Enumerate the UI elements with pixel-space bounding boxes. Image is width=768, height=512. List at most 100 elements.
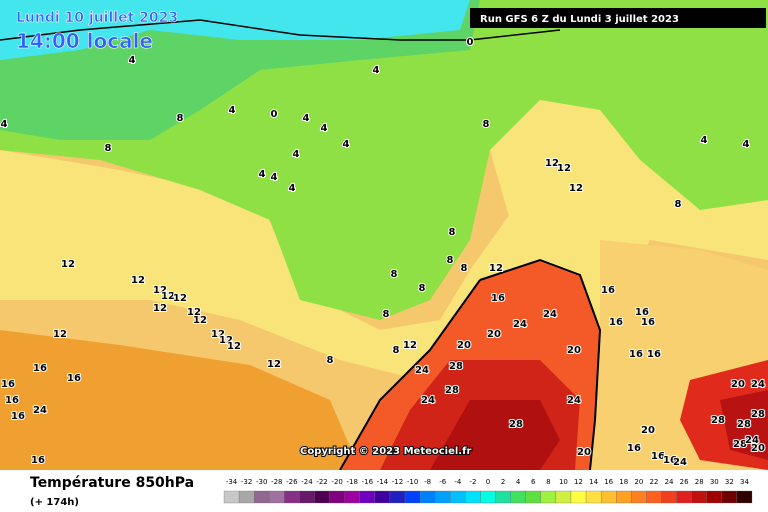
contour-label: 4 bbox=[259, 169, 266, 180]
run-label: Run GFS 6 Z du Lundi 3 juillet 2023 bbox=[480, 14, 679, 25]
contour-label: 24 bbox=[567, 395, 581, 406]
copyright: Copyright © 2023 Meteociel.fr bbox=[300, 446, 471, 457]
contour-label: 4 bbox=[129, 55, 136, 66]
legend-swatch bbox=[510, 490, 526, 504]
contour-label: 12 bbox=[153, 303, 167, 314]
contour-label: 0 bbox=[467, 37, 474, 48]
legend-label: 0 bbox=[486, 478, 490, 486]
legend-swatch bbox=[676, 490, 692, 504]
contour-label: 24 bbox=[543, 309, 557, 320]
contour-label: 12 bbox=[227, 341, 241, 352]
footer-title: Température 850hPa bbox=[30, 475, 194, 491]
contour-label: 4 bbox=[1, 119, 8, 130]
contour-label: 0 bbox=[271, 109, 278, 120]
contour-label: 20 bbox=[751, 443, 765, 454]
legend-swatch bbox=[616, 490, 632, 504]
contour-label: 20 bbox=[567, 345, 581, 356]
contour-label: 16 bbox=[609, 317, 623, 328]
legend-label: 18 bbox=[619, 478, 628, 486]
contour-label: 12 bbox=[161, 291, 175, 302]
contour-label: 12 bbox=[187, 307, 201, 318]
contour-label: 8 bbox=[419, 283, 426, 294]
contour-label: 4 bbox=[289, 183, 296, 194]
contour-label: 20 bbox=[577, 447, 591, 458]
legend-swatch bbox=[540, 490, 557, 504]
legend-label: 6 bbox=[531, 478, 536, 486]
contour-label: 20 bbox=[641, 425, 655, 436]
contour-label: 8 bbox=[449, 227, 456, 238]
contour-label: 8 bbox=[447, 255, 454, 266]
legend-swatch bbox=[555, 490, 572, 504]
contour-label: 8 bbox=[177, 113, 184, 124]
legend-swatch bbox=[495, 490, 511, 504]
contour-label: 4 bbox=[343, 139, 350, 150]
legend-swatch bbox=[721, 490, 738, 504]
legend-label: -14 bbox=[377, 478, 389, 486]
legend-label: 2 bbox=[501, 478, 505, 486]
legend-label: -2 bbox=[469, 478, 476, 486]
contour-label: 8 bbox=[461, 263, 468, 274]
legend-swatch bbox=[374, 490, 391, 504]
contour-label: 24 bbox=[415, 365, 429, 376]
contour-label: 12 bbox=[569, 183, 583, 194]
legend-label: -30 bbox=[256, 478, 267, 486]
contour-label: 12 bbox=[153, 285, 167, 296]
footer-lead: (+ 174h) bbox=[30, 497, 79, 508]
legend-swatch bbox=[238, 490, 255, 504]
legend-label: 28 bbox=[695, 478, 704, 486]
contour-label: 28 bbox=[711, 415, 725, 426]
legend-swatch bbox=[525, 490, 541, 504]
legend-label: -18 bbox=[347, 478, 358, 486]
contour-label: 24 bbox=[751, 379, 765, 390]
contour-label: 16 bbox=[663, 455, 677, 466]
contour-label: 4 bbox=[321, 123, 328, 134]
contour-label: 16 bbox=[629, 349, 643, 360]
contour-label: 8 bbox=[105, 143, 112, 154]
contour-label: 8 bbox=[383, 309, 390, 320]
contour-label: 4 bbox=[303, 113, 310, 124]
contour-label: 16 bbox=[651, 451, 665, 462]
contour-label: 12 bbox=[557, 163, 571, 174]
contour-label: 16 bbox=[491, 293, 505, 304]
legend-label: -34 bbox=[226, 478, 238, 486]
contour-label: 12 bbox=[211, 329, 225, 340]
contour-label: 8 bbox=[483, 119, 490, 130]
contour-label: 20 bbox=[731, 379, 745, 390]
contour-label: 16 bbox=[11, 411, 25, 422]
legend-label: 34 bbox=[740, 478, 749, 486]
legend-label: 10 bbox=[559, 478, 568, 486]
contour-label: 28 bbox=[737, 419, 751, 430]
legend-swatch bbox=[570, 490, 587, 504]
legend-swatch bbox=[646, 490, 662, 504]
legend-swatch bbox=[661, 490, 677, 504]
contour-label: 12 bbox=[131, 275, 145, 286]
contour-label: 24 bbox=[673, 457, 687, 468]
legend-label: 14 bbox=[589, 478, 598, 486]
contour-label: 16 bbox=[33, 363, 47, 374]
legend-label: -10 bbox=[407, 478, 418, 486]
legend-swatch bbox=[465, 490, 481, 504]
time-label: 14:00 locale bbox=[16, 29, 153, 53]
legend-label: 4 bbox=[516, 478, 521, 486]
legend-swatch bbox=[480, 490, 496, 504]
legend-swatch bbox=[329, 490, 345, 504]
contour-label: 12 bbox=[545, 158, 559, 169]
legend-label: -16 bbox=[362, 478, 374, 486]
legend-swatch bbox=[223, 490, 240, 504]
legend-swatch bbox=[359, 490, 376, 504]
legend-label: 12 bbox=[574, 478, 583, 486]
date-label: Lundi 10 juillet 2023 bbox=[16, 10, 178, 26]
contour-label: 12 bbox=[61, 259, 75, 270]
legend-label: -6 bbox=[439, 478, 447, 486]
legend-swatch bbox=[254, 490, 270, 504]
contour-label: 28 bbox=[449, 361, 463, 372]
contour-label: 12 bbox=[267, 359, 281, 370]
legend-swatch bbox=[736, 490, 753, 504]
contour-label: 16 bbox=[627, 443, 641, 454]
contour-label: 16 bbox=[641, 317, 655, 328]
legend-label: 32 bbox=[725, 478, 734, 486]
contour-label: 28 bbox=[751, 409, 765, 420]
run-box bbox=[470, 8, 766, 28]
